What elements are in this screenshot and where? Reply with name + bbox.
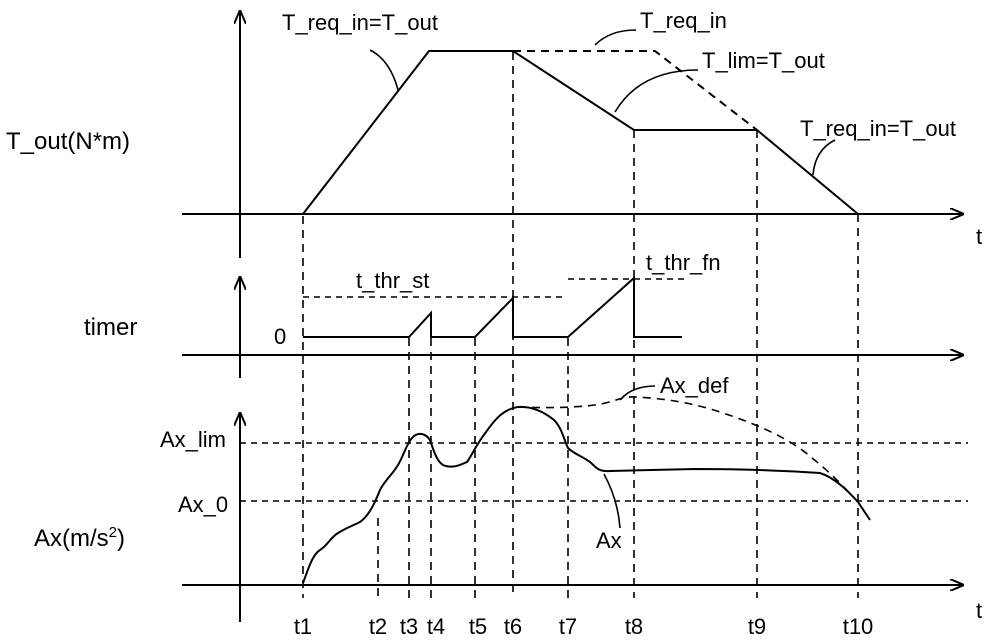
- leader-req-in: [594, 29, 637, 46]
- time-tick-label: t9: [747, 614, 767, 639]
- leader-ax-def: [619, 385, 656, 401]
- time-tick-label: t4: [426, 614, 446, 639]
- accel-y-label-main: Ax(m/s: [34, 525, 109, 552]
- leader-lim-eq-out: [614, 69, 699, 113]
- time-tick-label: t5: [468, 614, 488, 639]
- accel-y-label: Ax(m/s2): [34, 525, 125, 551]
- annotation-thr-fn: t_thr_fn: [646, 250, 721, 275]
- leader-req-eq-out-rise: [369, 49, 399, 91]
- annotation-lim-eq-out: T_lim=T_out: [702, 48, 825, 73]
- timer-y-label: timer: [84, 314, 138, 341]
- time-tick-label: t8: [624, 614, 644, 639]
- time-tick-label: t2: [368, 614, 388, 639]
- accel-y-label-sup: 2: [108, 524, 118, 541]
- annotation-req-eq-out-rise: T_req_in=T_out: [282, 10, 438, 35]
- torque-x-label: t: [976, 224, 983, 249]
- accel-x-label: t: [976, 598, 983, 623]
- annotation-ax: Ax: [596, 528, 622, 553]
- torque-output-curve: [302, 50, 859, 215]
- axes: [182, 12, 962, 622]
- time-tick-label: t10: [842, 614, 874, 639]
- ax-curve: [302, 405, 871, 584]
- annotation-req-in: T_req_in: [640, 8, 727, 33]
- ax-lim-label: Ax_lim: [160, 427, 227, 452]
- accel-y-label-tail: ): [117, 525, 126, 552]
- time-tick-label: t7: [558, 614, 578, 639]
- time-tick-label: t3: [399, 614, 419, 639]
- ax-def-curve: [517, 396, 859, 503]
- torque-request-in-curve: [513, 50, 758, 131]
- timer-zero-label: 0: [274, 324, 287, 349]
- time-tick-label: t1: [293, 614, 313, 639]
- timer-signal-1: [303, 275, 682, 338]
- annotation-req-eq-out-fall: T_req_in=T_out: [800, 116, 956, 141]
- torque-y-label: T_out(N*m): [6, 128, 131, 155]
- annotation-ax-def: Ax_def: [660, 373, 729, 398]
- leader-req-eq-out-fall: [812, 139, 836, 176]
- time-tick-label: t6: [503, 614, 523, 639]
- ax-0-label: Ax_0: [178, 492, 229, 517]
- leader-ax: [603, 473, 621, 529]
- annotation-thr-st: t_thr_st: [356, 268, 430, 293]
